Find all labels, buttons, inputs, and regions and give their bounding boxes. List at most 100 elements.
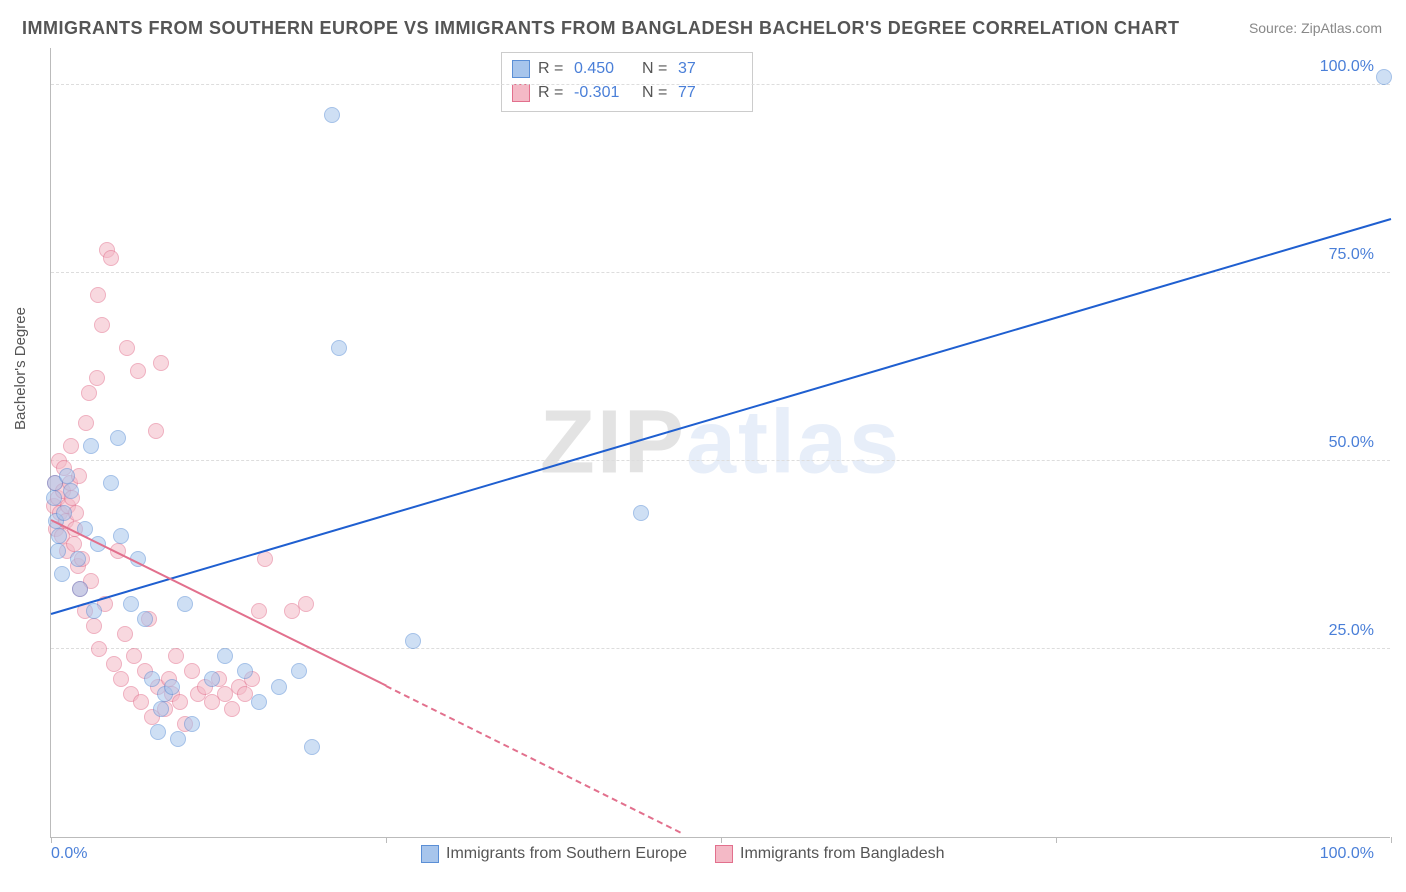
data-point: [1376, 69, 1392, 85]
source-link[interactable]: ZipAtlas.com: [1301, 20, 1382, 36]
r-label: R =: [538, 84, 566, 102]
data-point: [204, 671, 220, 687]
data-point: [133, 694, 149, 710]
data-point: [184, 663, 200, 679]
data-point: [103, 475, 119, 491]
trend-line: [51, 218, 1392, 615]
data-point: [50, 543, 66, 559]
data-point: [137, 611, 153, 627]
data-point: [224, 701, 240, 717]
data-point: [63, 438, 79, 454]
data-point: [331, 340, 347, 356]
data-point: [177, 596, 193, 612]
y-tick-label: 75.0%: [1329, 246, 1374, 264]
data-point: [66, 536, 82, 552]
data-point: [251, 694, 267, 710]
data-point: [150, 724, 166, 740]
n-label: N =: [642, 60, 670, 78]
data-point: [72, 581, 88, 597]
data-point: [291, 663, 307, 679]
data-point: [90, 287, 106, 303]
data-point: [164, 679, 180, 695]
swatch-series1: [512, 60, 530, 78]
data-point: [63, 483, 79, 499]
data-point: [94, 317, 110, 333]
y-tick-label: 50.0%: [1329, 434, 1374, 452]
data-point: [46, 490, 62, 506]
data-point: [304, 739, 320, 755]
watermark-light: atlas: [686, 392, 901, 492]
data-point: [153, 355, 169, 371]
data-point: [78, 415, 94, 431]
y-tick-label: 100.0%: [1320, 58, 1374, 76]
scatter-chart: ZIPatlas R = 0.450 N = 37 R = -0.301 N =…: [50, 48, 1390, 838]
data-point: [271, 679, 287, 695]
watermark-dark: ZIP: [540, 392, 686, 492]
r-value-1: 0.450: [574, 60, 634, 78]
x-tick: [1056, 837, 1057, 843]
data-point: [70, 551, 86, 567]
data-point: [237, 663, 253, 679]
data-point: [59, 468, 75, 484]
data-point: [106, 656, 122, 672]
x-axis-min-label: 0.0%: [51, 845, 87, 863]
swatch-series2-icon: [715, 845, 733, 863]
legend-item-1: Immigrants from Southern Europe: [421, 845, 687, 863]
data-point: [83, 438, 99, 454]
y-tick-label: 25.0%: [1329, 622, 1374, 640]
data-point: [54, 566, 70, 582]
swatch-series2: [512, 84, 530, 102]
gridline: [51, 272, 1390, 273]
source-prefix: Source:: [1249, 20, 1301, 36]
data-point: [86, 603, 102, 619]
data-point: [251, 603, 267, 619]
n-label: N =: [642, 84, 670, 102]
series1-name: Immigrants from Southern Europe: [446, 845, 687, 863]
legend-row-series1: R = 0.450 N = 37: [512, 57, 738, 81]
correlation-legend: R = 0.450 N = 37 R = -0.301 N = 77: [501, 52, 753, 112]
gridline: [51, 460, 1390, 461]
data-point: [144, 671, 160, 687]
data-point: [168, 648, 184, 664]
data-point: [117, 626, 133, 642]
x-tick: [721, 837, 722, 843]
series-legend: Immigrants from Southern Europe Immigran…: [421, 845, 945, 863]
chart-title: IMMIGRANTS FROM SOUTHERN EUROPE VS IMMIG…: [22, 18, 1179, 39]
x-axis-max-label: 100.0%: [1320, 845, 1374, 863]
data-point: [86, 618, 102, 634]
data-point: [51, 528, 67, 544]
data-point: [103, 250, 119, 266]
y-axis-label: Bachelor's Degree: [12, 307, 29, 430]
gridline: [51, 84, 1390, 85]
data-point: [81, 385, 97, 401]
series2-name: Immigrants from Bangladesh: [740, 845, 945, 863]
data-point: [298, 596, 314, 612]
r-label: R =: [538, 60, 566, 78]
legend-item-2: Immigrants from Bangladesh: [715, 845, 945, 863]
data-point: [217, 648, 233, 664]
n-value-1: 37: [678, 60, 738, 78]
data-point: [172, 694, 188, 710]
data-point: [110, 430, 126, 446]
data-point: [123, 596, 139, 612]
data-point: [91, 641, 107, 657]
source-attribution: Source: ZipAtlas.com: [1249, 20, 1382, 36]
swatch-series1-icon: [421, 845, 439, 863]
gridline: [51, 648, 1390, 649]
data-point: [170, 731, 186, 747]
data-point: [633, 505, 649, 521]
trend-line: [386, 685, 682, 834]
data-point: [324, 107, 340, 123]
data-point: [148, 423, 164, 439]
data-point: [56, 505, 72, 521]
n-value-2: 77: [678, 84, 738, 102]
x-tick: [51, 837, 52, 843]
r-value-2: -0.301: [574, 84, 634, 102]
data-point: [153, 701, 169, 717]
data-point: [405, 633, 421, 649]
data-point: [130, 363, 146, 379]
x-tick: [386, 837, 387, 843]
data-point: [113, 528, 129, 544]
data-point: [89, 370, 105, 386]
data-point: [184, 716, 200, 732]
